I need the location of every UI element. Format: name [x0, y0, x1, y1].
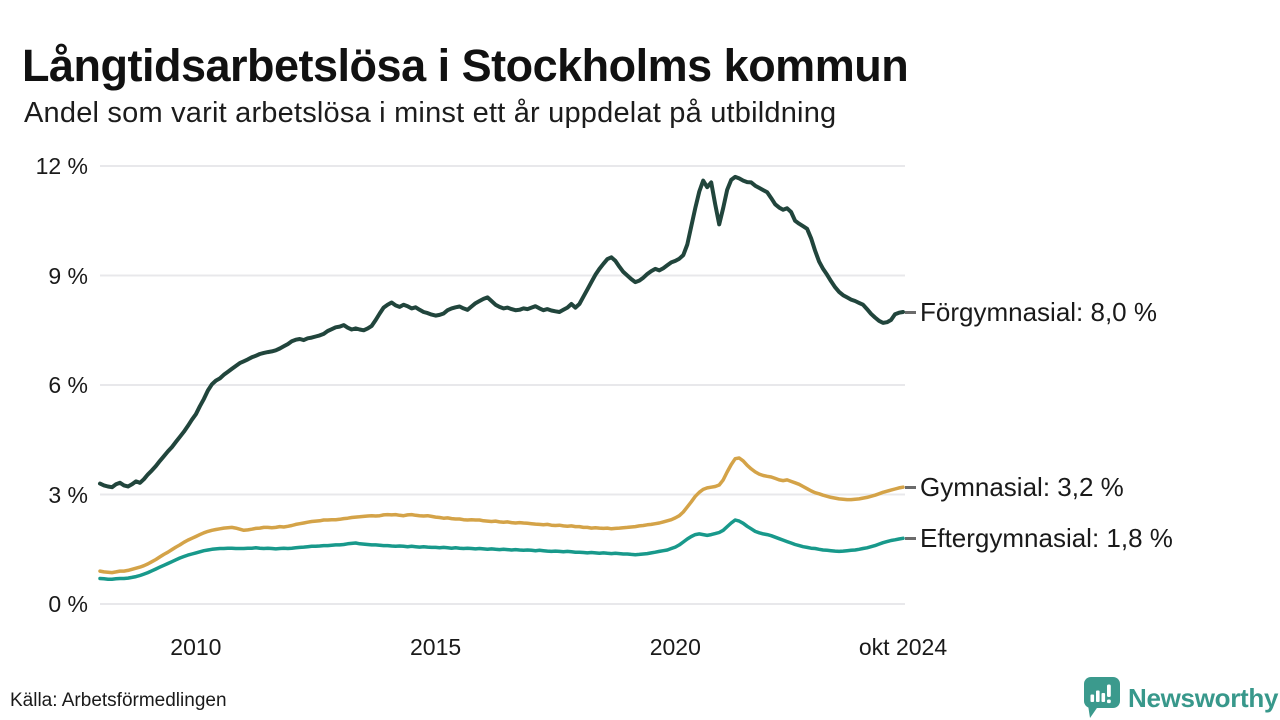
- y-axis-tick: 12 %: [35, 153, 88, 179]
- series-label-eftergymnasial: Eftergymnasial: 1,8 %: [905, 522, 1173, 554]
- x-axis-tick: 2015: [409, 634, 462, 660]
- series-connector-dash: [905, 485, 916, 489]
- source-note: Källa: Arbetsförmedlingen: [10, 690, 227, 711]
- page-title: Långtidsarbetslösa i Stockholms kommun: [22, 40, 909, 92]
- y-axis-tick: 9 %: [48, 262, 88, 289]
- series-label-gymnasial: Gymnasial: 3,2 %: [905, 471, 1124, 503]
- series-connector-dash: [905, 536, 916, 540]
- series-line-gymnasial: [98, 456, 905, 575]
- newsworthy-logo-icon: [1084, 677, 1120, 718]
- y-axis-tick: 0 %: [48, 591, 88, 617]
- series-connector-dash: [905, 310, 916, 314]
- series-line-förgymnasial: [98, 174, 905, 490]
- y-axis-tick: 6 %: [48, 372, 88, 398]
- chart-subtitle: Andel som varit arbetslösa i minst ett å…: [24, 97, 837, 129]
- newsworthy-logo-text: Newsworthy: [1128, 682, 1279, 713]
- x-axis-tick: okt 2024: [858, 634, 948, 660]
- x-axis-tick: 2010: [170, 634, 222, 660]
- x-axis-tick: 2020: [649, 634, 701, 660]
- series-line-eftergymnasial: [98, 518, 905, 581]
- y-axis-tick: 3 %: [48, 481, 88, 508]
- series-label-forgymnasial: Förgymnasial: 8,0 %: [905, 296, 1157, 328]
- newsworthy-logo: Newsworthy: [1081, 676, 1278, 720]
